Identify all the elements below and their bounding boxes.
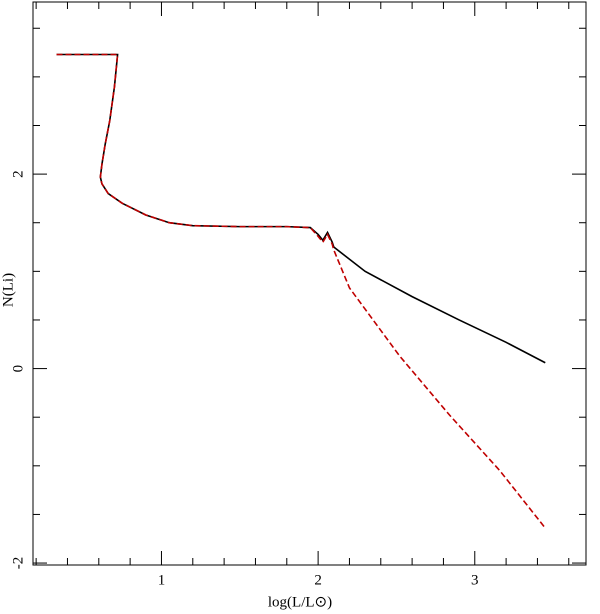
x-tick-label: 1 — [158, 572, 166, 588]
x-axis-title: log(L/L⊙) — [268, 594, 332, 610]
x-tick-label: 3 — [471, 572, 479, 588]
x-tick-label: 2 — [314, 572, 322, 588]
y-tick-label: -2 — [10, 557, 26, 570]
data-line — [56, 53, 546, 364]
y-axis-title: N(Li) — [0, 273, 16, 307]
y-tick-label: 2 — [10, 170, 26, 178]
data-line — [56, 53, 546, 529]
plot-frame — [32, 1, 587, 566]
y-tick-label: 0 — [10, 365, 26, 373]
